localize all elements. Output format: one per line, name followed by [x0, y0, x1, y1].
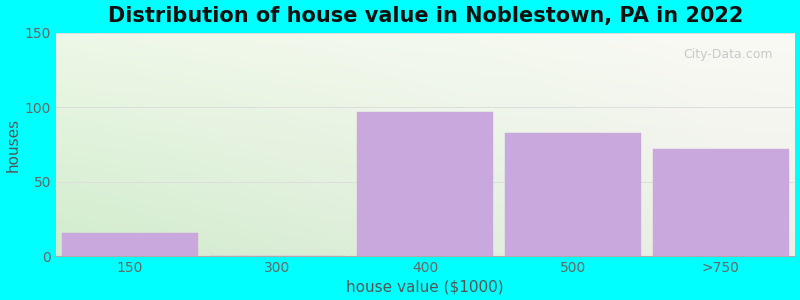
Y-axis label: houses: houses	[6, 118, 21, 172]
Bar	[62, 232, 198, 256]
Text: City-Data.com: City-Data.com	[682, 48, 772, 61]
X-axis label: house value ($1000): house value ($1000)	[346, 279, 504, 294]
Bar	[653, 149, 789, 256]
Bar	[358, 112, 493, 256]
Bar	[505, 133, 641, 256]
Title: Distribution of house value in Noblestown, PA in 2022: Distribution of house value in Noblestow…	[107, 6, 743, 26]
